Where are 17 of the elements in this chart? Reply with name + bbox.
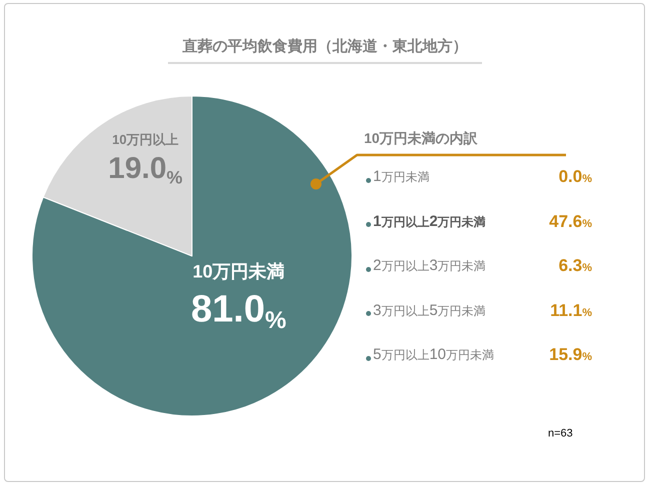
- slice-label: 10万円以上: [112, 132, 179, 147]
- slice-label: 10万円未満: [192, 262, 285, 282]
- category-label: 3万円以上5万円未満: [373, 302, 486, 318]
- data-label: 19.0%: [108, 152, 183, 188]
- text: n=63: [548, 428, 573, 440]
- data-label: 15.9%: [549, 345, 592, 364]
- data-label: 11.1%: [550, 300, 592, 320]
- data-label: 6.3%: [558, 256, 592, 275]
- data-label: 47.6%: [549, 212, 592, 230]
- category-label: 2万円以上3万円未満: [373, 257, 486, 274]
- chart-title: 直葬の平均飲食費用（北海道・東北地方）: [182, 37, 468, 55]
- category-label: 1万円以上2万円未満: [373, 212, 486, 230]
- category-label: 1万円未満: [373, 168, 430, 185]
- text: 10万円未満の内訳: [364, 129, 478, 147]
- data-label: 0.0%: [558, 167, 592, 186]
- category-label: 5万円以上10万円未満: [373, 346, 494, 363]
- data-label: 81.0%: [191, 288, 286, 334]
